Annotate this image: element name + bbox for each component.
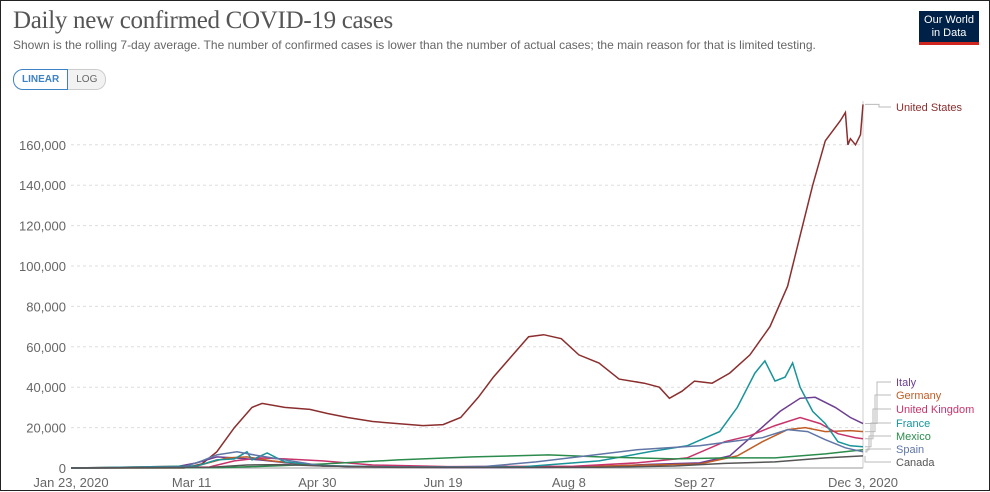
y-tick-label: 60,000 [26, 340, 66, 355]
label-connector [864, 455, 891, 463]
x-tick-label: Jan 23, 2020 [33, 475, 108, 490]
y-tick-label: 140,000 [19, 178, 66, 193]
log-button[interactable]: LOG [68, 69, 107, 90]
series-label: Italy [896, 377, 917, 389]
y-tick-label: 120,000 [19, 219, 66, 234]
series-label: Germany [896, 390, 942, 402]
x-tick-label: Mar 11 [172, 475, 212, 490]
series-line-spain [70, 428, 864, 469]
owid-logo[interactable]: Our World in Data [919, 11, 979, 45]
x-tick-label: Sep 27 [674, 475, 715, 490]
series-line-united-states [71, 104, 864, 469]
series-label: Spain [896, 444, 924, 456]
scale-toggle: LINEAR LOG [13, 69, 107, 90]
y-tick-label: 80,000 [26, 299, 66, 314]
series-label: Canada [896, 457, 935, 469]
x-tick-label: Dec 3, 2020 [828, 475, 898, 490]
series-line-germany [70, 426, 864, 469]
series-line-mexico [70, 449, 864, 469]
series-label: United Kingdom [896, 404, 974, 416]
label-connector [865, 422, 891, 448]
label-connector [865, 394, 891, 433]
label-connector [865, 435, 891, 451]
series-line-canada [70, 455, 864, 469]
series-label: United States [896, 102, 963, 114]
chart-subtitle: Shown is the rolling 7-day average. The … [13, 38, 816, 52]
x-tick-label: Apr 30 [298, 475, 336, 490]
label-connector [865, 103, 891, 108]
x-tick-label: Jun 19 [424, 475, 463, 490]
linear-button[interactable]: LINEAR [13, 69, 69, 90]
label-connector [865, 381, 891, 425]
x-tick-label: Aug 8 [552, 475, 586, 490]
series-label: Mexico [896, 431, 931, 443]
y-tick-label: 0 [59, 461, 66, 476]
y-tick-label: 160,000 [19, 138, 66, 153]
chart-title: Daily new confirmed COVID-19 cases [13, 7, 393, 34]
series-label: France [896, 418, 930, 430]
label-connector [865, 448, 891, 453]
y-tick-label: 20,000 [26, 421, 66, 436]
y-tick-label: 40,000 [26, 380, 66, 395]
y-tick-label: 100,000 [19, 259, 66, 274]
series-line-united-kingdom [70, 416, 864, 469]
